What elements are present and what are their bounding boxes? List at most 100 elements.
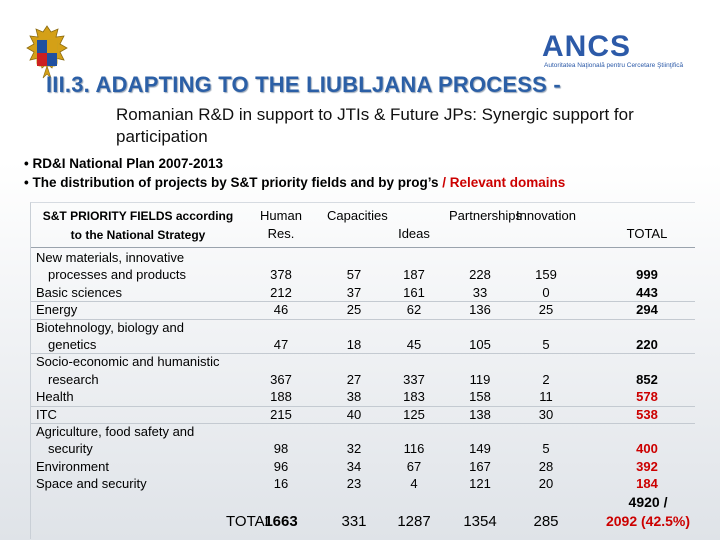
cell-human-res: 96 (273, 458, 289, 474)
cell-human-res: 98 (273, 441, 289, 457)
cell-capacities: 32 (346, 441, 362, 457)
field-labels: New materials, innovative processes and … (36, 249, 251, 493)
cell-capacities: 38 (346, 389, 362, 405)
cell-capacities: 57 (346, 267, 362, 283)
cell-ideas: 4 (410, 476, 418, 492)
field-label: Agriculture, food safety and (36, 424, 195, 440)
footer-total-label: TOTAL (226, 513, 273, 530)
cell-partnerships: 121 (469, 476, 491, 492)
header-total: TOTAL (626, 226, 668, 241)
cell-partnerships: 33 (472, 284, 488, 300)
cell-total: 852 (636, 371, 658, 387)
cell-ideas: 45 (406, 337, 422, 352)
footer-total-relevant: 2092 (42.5%) (605, 513, 691, 529)
ancs-logo: ANCS Autoritatea Naţională pentru Cercet… (536, 30, 686, 76)
cell-ideas: 116 (403, 441, 425, 457)
ancs-tagline: Autoritatea Naţională pentru Cercetare Ş… (544, 62, 684, 69)
cell-partnerships: 105 (469, 337, 491, 352)
slide-title: III.3. ADAPTING TO THE LIUBLJANA PROCESS… (46, 72, 561, 97)
cell-innovation: 159 (535, 267, 557, 283)
cell-partnerships: 228 (469, 267, 491, 283)
cell-total: 578 (636, 389, 658, 405)
cell-innovation: 30 (538, 406, 554, 422)
bullet-highlight: / Relevant domains (438, 175, 566, 190)
cell-total: 999 (636, 267, 658, 283)
cell-ideas: 125 (403, 406, 425, 422)
field-label: genetics (48, 337, 97, 353)
footer-total-line: 4920 / (628, 494, 668, 510)
header-partnerships: Partnerships (449, 208, 522, 223)
bullet-list: • RD&I National Plan 2007-2013 • The dis… (24, 154, 704, 192)
header-innovation: Innovation (516, 208, 576, 223)
cell-ideas: 67 (406, 458, 422, 474)
bullet-item: • RD&I National Plan 2007-2013 (24, 156, 224, 171)
header-capacities: Capacities (327, 208, 388, 223)
field-label: Health (36, 389, 74, 405)
footer-innovation: 285 (533, 513, 559, 530)
header-divider (31, 247, 695, 248)
cell-capacities: 40 (346, 406, 362, 422)
cell-ideas: 62 (406, 302, 422, 318)
field-label: Energy (36, 302, 78, 318)
cell-partnerships: 149 (469, 441, 491, 457)
cell-capacities: 37 (346, 284, 362, 300)
cell-partnerships: 138 (469, 406, 491, 422)
header-human-res: Human Res. (260, 208, 302, 241)
field-label: New materials, innovative (36, 250, 185, 265)
field-label: processes and products (48, 267, 187, 283)
cell-human-res: 215 (270, 406, 292, 422)
footer-capacities: 331 (341, 513, 367, 530)
field-label: Space and security (36, 476, 147, 492)
row-divider (31, 301, 695, 303)
cell-total: 443 (636, 284, 658, 300)
cell-human-res: 46 (273, 302, 289, 318)
field-label: Socio-economic and humanistic (36, 354, 220, 370)
cell-capacities: 27 (346, 371, 362, 387)
header-field: S&T PRIORITY FIELDS according to the Nat… (42, 209, 234, 242)
cell-total: 220 (636, 337, 658, 352)
cell-capacities: 34 (346, 458, 362, 474)
cell-ideas: 187 (403, 267, 425, 283)
slide-subtitle: Romanian R&D in support to JTIs & Future… (116, 105, 634, 146)
romanian-coat-of-arms-icon (26, 25, 68, 79)
cell-innovation: 0 (542, 284, 550, 300)
bullet-item: • The distribution of projects by S&T pr… (24, 173, 704, 192)
cell-capacities: 18 (346, 337, 362, 352)
cell-innovation: 25 (538, 302, 554, 318)
projects-table: S&T PRIORITY FIELDS according to the Nat… (30, 202, 695, 539)
cell-partnerships: 167 (469, 458, 491, 474)
cell-total: 294 (636, 302, 658, 318)
field-label: Biotehnology, biology and (36, 319, 184, 335)
row-divider (31, 318, 695, 320)
cell-human-res: 378 (270, 267, 292, 283)
footer-human-res: 1663 (264, 513, 298, 530)
cell-human-res: 188 (270, 389, 292, 405)
cell-total: 392 (636, 458, 658, 474)
cell-partnerships: 119 (469, 371, 491, 387)
cell-human-res: 16 (273, 476, 289, 492)
bullet-text: • The distribution of projects by S&T pr… (24, 175, 439, 190)
cell-ideas: 161 (403, 284, 425, 300)
cell-capacities: 25 (346, 302, 362, 318)
cell-total: 184 (636, 476, 658, 492)
footer-grand-total: 4920 / 2092 (42.5%) (589, 493, 707, 531)
ancs-brand-text: ANCS (542, 30, 632, 63)
cell-total: 538 (636, 406, 658, 422)
cell-ideas: 337 (403, 371, 425, 387)
field-label: security (48, 441, 93, 457)
field-label: Basic sciences (36, 284, 122, 300)
cell-total: 400 (636, 441, 658, 457)
cell-innovation: 20 (538, 476, 554, 492)
row-divider (31, 423, 695, 424)
footer-partnerships: 1354 (463, 513, 497, 530)
header-ideas: Ideas (398, 226, 430, 241)
cell-human-res: 47 (273, 337, 289, 352)
cell-capacities: 23 (346, 476, 362, 492)
row-divider (31, 405, 695, 407)
footer-ideas: 1287 (397, 513, 431, 530)
cell-innovation: 28 (538, 458, 554, 474)
field-label: Environment (36, 458, 109, 474)
cell-ideas: 183 (403, 389, 425, 405)
cell-innovation: 5 (542, 441, 550, 457)
